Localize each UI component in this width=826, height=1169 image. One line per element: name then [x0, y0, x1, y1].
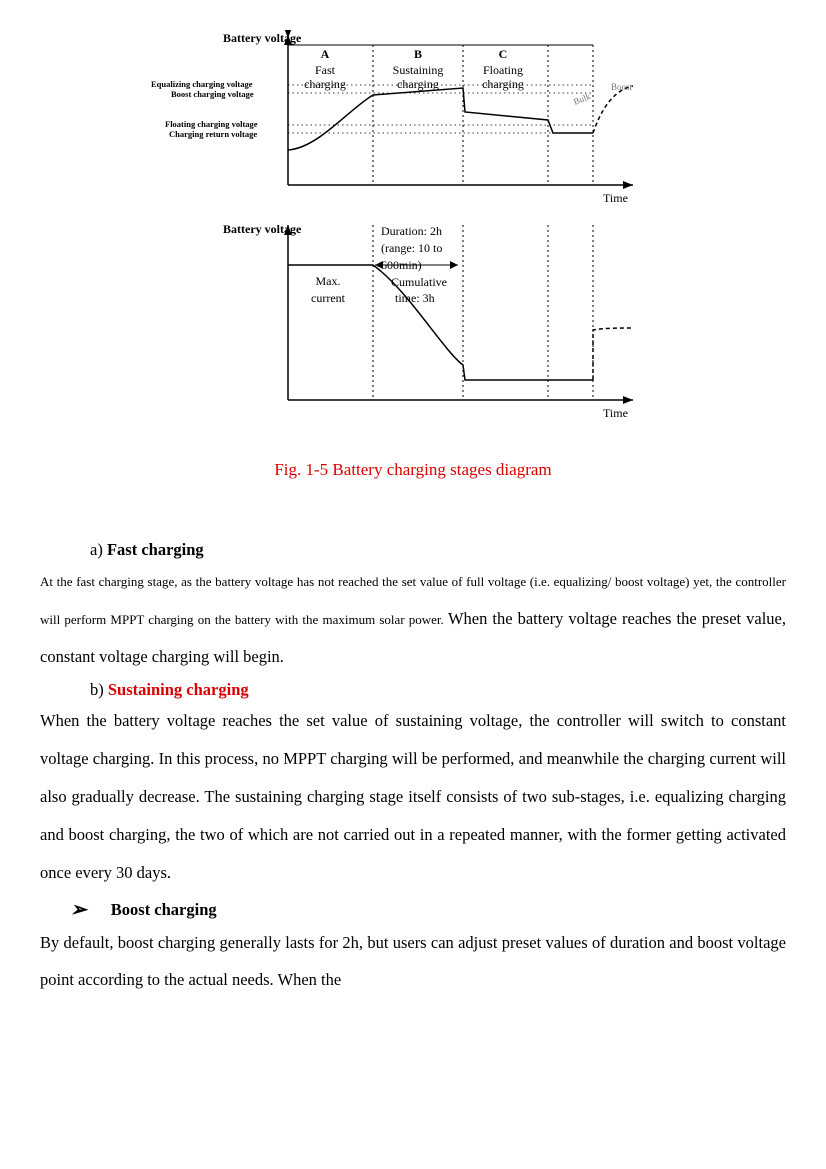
- x-label-bot: Time: [603, 406, 628, 420]
- hl2: Boost charging voltage: [171, 89, 254, 99]
- maxc2: current: [311, 291, 346, 305]
- section-a-heading: a) Fast charging: [90, 540, 786, 560]
- bulk-label: Bulk: [572, 91, 592, 107]
- section-b-body: When the battery voltage reaches the set…: [40, 702, 786, 892]
- dur: Duration: 2h: [381, 224, 442, 238]
- diagram-svg: Battery voltage Time A B C Fast charging…: [143, 30, 683, 430]
- hl1: Equalizing charging voltage: [151, 79, 253, 89]
- stage-a-n1: Fast: [315, 63, 336, 77]
- charging-stages-diagram: Battery voltage Time A B C Fast charging…: [143, 30, 683, 430]
- x-label-top: Time: [603, 191, 628, 205]
- stage-c-letter: C: [499, 47, 508, 61]
- stage-b-n2: charging: [397, 77, 439, 91]
- hl3: Floating charging voltage: [165, 119, 258, 129]
- boost-body: By default, boost charging generally las…: [40, 924, 786, 1000]
- section-b-heading: b) Sustaining charging: [90, 680, 786, 700]
- y-label-bot: Battery voltage: [223, 222, 302, 236]
- bullet-arrow-icon: ➢: [70, 900, 87, 920]
- maxc1: Max.: [316, 274, 341, 288]
- stage-b-letter: B: [414, 47, 422, 61]
- stage-c-n1: Floating: [483, 63, 523, 77]
- cum2: time: 3h: [395, 291, 435, 305]
- stage-c-n2: charging: [482, 77, 524, 91]
- section-a-body: At the fast charging stage, as the batte…: [40, 562, 786, 676]
- stage-a-letter: A: [321, 47, 330, 61]
- figure-caption: Fig. 1-5 Battery charging stages diagram: [40, 460, 786, 480]
- hl4: Charging return voltage: [169, 129, 257, 139]
- y-label-top: Battery voltage: [223, 31, 302, 45]
- rng1: (range: 10 to: [381, 241, 442, 255]
- boost-heading: ➢ Boost charging: [70, 900, 786, 920]
- stage-a-n2: charging: [304, 77, 346, 91]
- cum1: Cumulative: [391, 275, 447, 289]
- stage-b-n1: Sustaining: [393, 63, 444, 77]
